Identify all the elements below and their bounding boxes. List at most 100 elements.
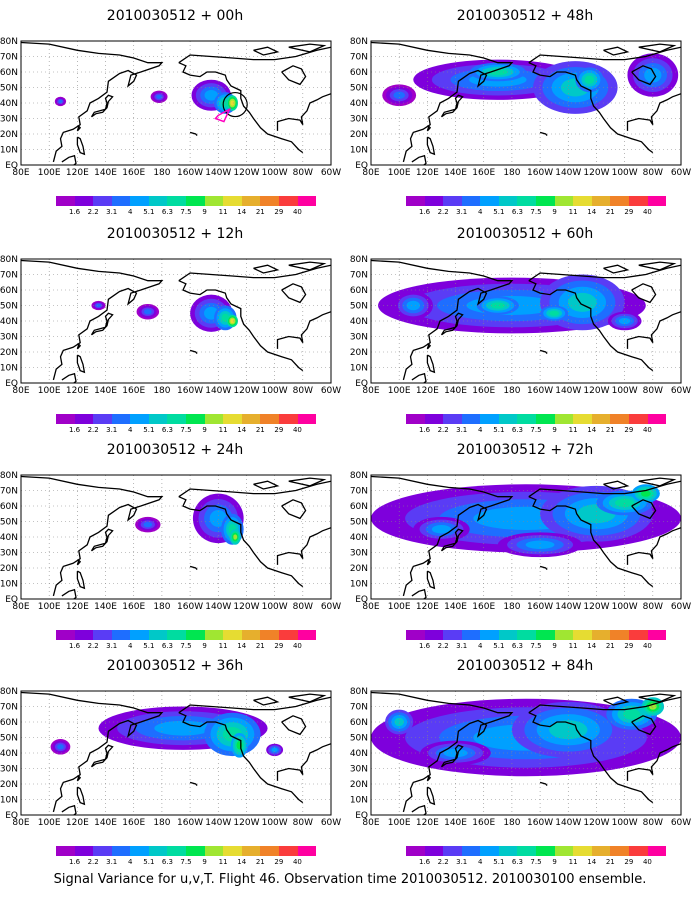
coastline [626, 311, 681, 349]
figure-caption: Signal Variance for u,v,T. Flight 46. Ob… [53, 872, 647, 887]
lon-label: 160E [472, 602, 495, 612]
lon-label: 160E [122, 602, 145, 612]
colorbar-swatch [260, 630, 279, 640]
lon-label: 140E [94, 386, 117, 396]
coastline [76, 136, 86, 156]
lon-label: 140W [205, 386, 231, 396]
lat-label: EQ [355, 811, 368, 821]
colorbar-swatch [167, 630, 187, 640]
lon-label: 120E [416, 818, 439, 828]
colorbar-swatch [278, 196, 298, 206]
colorbar-label: 21 [255, 208, 265, 216]
variance-contour [143, 309, 152, 315]
lat-label: 60N [350, 502, 368, 512]
lat-label: 80N [350, 687, 368, 697]
colorbar-label: 29 [624, 858, 634, 866]
colorbar-label: 40 [292, 642, 302, 650]
coastline [276, 93, 331, 131]
colorbar-swatch [591, 414, 611, 424]
lat-label: EQ [5, 811, 18, 821]
variance-contour [230, 318, 235, 324]
lat-label: 60N [0, 718, 18, 728]
coastline [426, 125, 432, 132]
variance-contour [549, 720, 588, 740]
lat-label: 20N [350, 348, 368, 358]
coastline [631, 65, 657, 86]
colorbar-labels: 1.6 2.2 3.1 4 5.1 6.3 7.5 9 11 14 21 29 40 [56, 858, 316, 868]
colorbar-swatch [186, 196, 205, 206]
colorbar-label: 7.5 [530, 642, 542, 650]
colorbar-label: 5.1 [143, 858, 155, 866]
coastline [426, 559, 432, 566]
lon-label: 140W [205, 818, 231, 828]
colorbar-label: 4 [478, 858, 483, 866]
colorbar-swatch [148, 846, 168, 856]
colorbar-swatch [93, 196, 112, 206]
lon-label: 60W [671, 818, 691, 828]
coastline [539, 349, 548, 355]
colorbar-label: 3.1 [106, 426, 118, 434]
colorbar-label: 9 [552, 642, 557, 650]
lon-label: 180 [503, 386, 520, 396]
colorbar-swatch [443, 414, 462, 424]
variance-contour [393, 91, 405, 99]
coastline [281, 65, 307, 86]
coastline [178, 496, 304, 588]
lat-label: 40N [350, 533, 368, 543]
colorbar-swatch [536, 196, 555, 206]
colorbar-label: 21 [255, 858, 265, 866]
colorbar-swatch [186, 846, 205, 856]
coastline [281, 499, 307, 520]
colorbar-swatch [204, 414, 224, 424]
colorbar-swatch [461, 196, 481, 206]
lon-label: 160W [177, 818, 203, 828]
lat-label: 50N [0, 84, 18, 94]
colorbar-label: 40 [292, 208, 302, 216]
lat-label: 40N [0, 749, 18, 759]
colorbar-label: 11 [568, 208, 578, 216]
lon-label: 160W [527, 602, 553, 612]
colorbar-swatch [297, 846, 317, 856]
lat-label: 20N [350, 564, 368, 574]
lat-label: 50N [0, 518, 18, 528]
lat-label: 20N [0, 780, 18, 790]
colorbar-swatch [167, 414, 187, 424]
lon-label: 80E [12, 602, 29, 612]
colorbar-label: 14 [237, 426, 247, 434]
variance-contour [406, 300, 420, 311]
colorbar-label: 40 [292, 426, 302, 434]
lat-label: 40N [350, 317, 368, 327]
panel-title: 2010030512 + 84h [456, 658, 594, 674]
colorbar-label: 2.2 [87, 858, 99, 866]
lat-label: 80N [0, 37, 18, 47]
colorbar-label: 9 [202, 642, 207, 650]
map-panel: 2010030512 + 12h 80N 70N 60N 50N 40N 30N 20N 10N… [0, 218, 350, 440]
lat-label: 50N [350, 84, 368, 94]
lat-label: 40N [350, 749, 368, 759]
lat-label: 30N [0, 549, 18, 559]
lon-label: 140W [555, 386, 581, 396]
colorbar-swatch [424, 630, 444, 640]
lon-label: 120W [233, 602, 259, 612]
colorbar-swatch [498, 630, 518, 640]
lon-label: 120E [416, 168, 439, 178]
colorbar-swatch [223, 196, 242, 206]
lon-label: 140E [444, 602, 467, 612]
colorbar-swatch [111, 196, 131, 206]
colorbar-label: 6.3 [161, 642, 173, 650]
colorbar-swatch [260, 846, 279, 856]
lat-label: 30N [0, 333, 18, 343]
lon-label: 80W [643, 168, 663, 178]
colorbar-swatch [130, 630, 149, 640]
colorbar-label: 29 [274, 208, 284, 216]
colorbar-labels: 1.6 2.2 3.1 4 5.1 6.3 7.5 9 11 14 21 29 40 [406, 208, 666, 218]
coastline [426, 343, 432, 350]
colorbar-swatch [167, 846, 187, 856]
colorbar-label: 4 [478, 208, 483, 216]
coastline [76, 559, 82, 566]
lon-label: 160W [177, 168, 203, 178]
coastline [626, 743, 681, 781]
lon-label: 160E [122, 386, 145, 396]
lon-label: 160W [527, 818, 553, 828]
